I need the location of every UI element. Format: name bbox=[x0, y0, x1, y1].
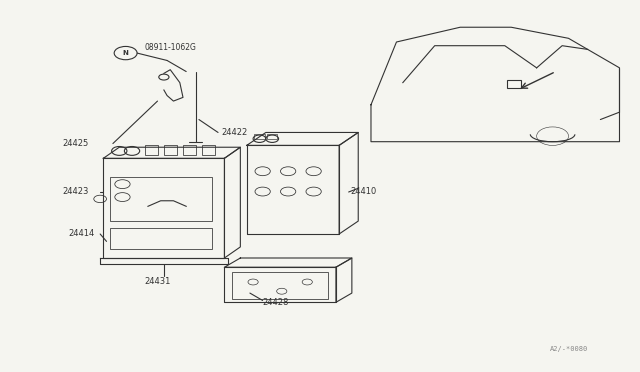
Bar bbox=[109, 228, 212, 249]
Text: 24431: 24431 bbox=[145, 278, 171, 286]
Text: 24410: 24410 bbox=[351, 187, 377, 196]
Text: A2/-*0080: A2/-*0080 bbox=[549, 346, 588, 352]
Text: N: N bbox=[123, 50, 129, 56]
Text: 24428: 24428 bbox=[262, 298, 289, 307]
Text: 08911-1062G: 08911-1062G bbox=[145, 43, 196, 52]
Bar bbox=[232, 272, 328, 299]
Text: 24414: 24414 bbox=[68, 230, 95, 238]
Bar bbox=[109, 177, 212, 221]
Bar bbox=[145, 145, 157, 155]
Bar bbox=[164, 145, 177, 155]
Bar bbox=[254, 134, 264, 139]
Text: 24425: 24425 bbox=[62, 139, 88, 148]
Bar bbox=[183, 145, 196, 155]
Text: 24422: 24422 bbox=[221, 128, 248, 137]
Bar bbox=[267, 134, 277, 139]
Text: 24423: 24423 bbox=[62, 187, 88, 196]
Bar bbox=[202, 145, 215, 155]
